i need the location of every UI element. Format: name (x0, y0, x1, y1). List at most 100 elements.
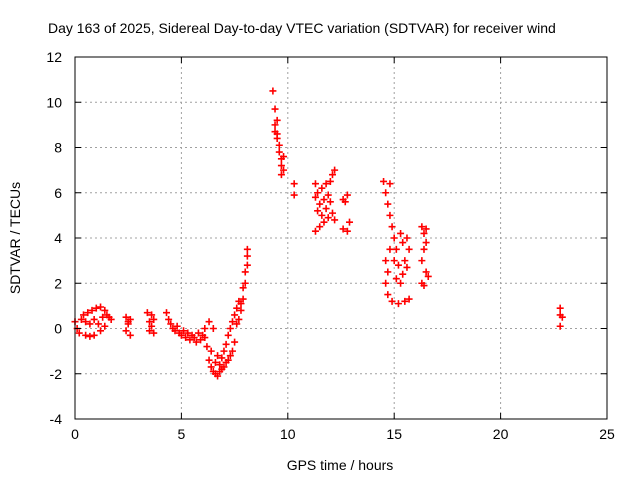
data-point (382, 189, 390, 197)
data-point (194, 329, 202, 337)
data-point (84, 309, 92, 317)
data-point (420, 245, 428, 253)
data-point (331, 216, 339, 224)
data-point (237, 300, 245, 308)
data-point (405, 295, 413, 303)
data-point (92, 304, 100, 312)
data-point (422, 239, 430, 247)
data-point (239, 295, 247, 303)
data-point (316, 200, 324, 208)
data-point (397, 229, 405, 237)
y-tick-label: 6 (54, 185, 62, 201)
data-point (403, 234, 411, 242)
data-point (207, 347, 215, 355)
data-point (318, 211, 326, 219)
data-point (239, 284, 247, 292)
data-point (346, 218, 354, 226)
data-point (192, 338, 200, 346)
data-point (322, 205, 330, 213)
data-point (228, 347, 236, 355)
data-point (318, 184, 326, 192)
data-point (214, 352, 222, 360)
data-point (324, 214, 332, 222)
data-point (218, 354, 226, 362)
data-point (186, 336, 194, 344)
data-point (237, 306, 245, 314)
data-point (90, 331, 98, 339)
data-point (558, 313, 566, 321)
data-point (422, 268, 430, 276)
data-point (220, 347, 228, 355)
data-point (243, 261, 251, 269)
data-point (222, 340, 230, 348)
data-point (275, 148, 283, 156)
data-point (94, 320, 102, 328)
data-point (399, 270, 407, 278)
data-point (384, 268, 392, 276)
data-point (386, 245, 394, 253)
data-point (209, 325, 217, 332)
data-point (75, 329, 83, 337)
y-tick-label: 4 (54, 230, 62, 246)
data-point (399, 239, 407, 247)
data-point (205, 356, 213, 364)
data-point (233, 304, 241, 312)
chart-title: Day 163 of 2025, Sidereal Day-to-day VTE… (48, 20, 556, 36)
data-point (394, 261, 402, 269)
data-point (316, 223, 324, 231)
data-point (148, 311, 156, 319)
data-point (101, 306, 109, 314)
data-point (418, 257, 426, 265)
data-point (148, 322, 156, 330)
data-point (177, 331, 185, 339)
y-tick-label: 2 (54, 275, 62, 291)
data-point (271, 105, 279, 113)
data-point (556, 304, 564, 312)
data-point (386, 211, 394, 219)
data-point (388, 223, 396, 231)
data-point (122, 313, 130, 321)
data-point (290, 191, 298, 199)
data-points (71, 87, 566, 380)
data-point (331, 166, 339, 174)
data-point (320, 218, 328, 226)
data-point (418, 223, 426, 231)
x-tick-label: 0 (71, 426, 79, 442)
data-point (311, 193, 319, 201)
data-point (182, 334, 190, 342)
data-point (384, 200, 392, 208)
data-point (86, 332, 94, 340)
data-point (390, 257, 398, 265)
data-point (290, 180, 298, 188)
data-point (226, 352, 234, 360)
data-point (207, 363, 215, 371)
data-point (241, 279, 249, 287)
y-tick-label: 8 (54, 140, 62, 156)
data-point (384, 291, 392, 299)
data-point (382, 279, 390, 287)
data-point (214, 372, 222, 380)
data-point (269, 87, 277, 95)
data-point (216, 361, 224, 369)
x-tick-label: 20 (493, 426, 509, 442)
data-point (171, 327, 179, 335)
data-point (343, 227, 351, 235)
data-point (211, 358, 219, 366)
data-point (405, 245, 413, 253)
data-point (273, 134, 281, 142)
data-point (322, 180, 330, 188)
x-axis-label: GPS time / hours (287, 457, 394, 473)
data-point (314, 189, 322, 197)
data-point (143, 309, 151, 317)
data-point (150, 315, 158, 323)
data-point (231, 338, 239, 346)
data-point (190, 334, 198, 342)
data-point (150, 329, 158, 337)
data-point (233, 320, 241, 328)
data-point (401, 297, 409, 305)
data-point (86, 320, 94, 328)
data-point (394, 300, 402, 308)
data-point (326, 198, 334, 206)
data-point (126, 331, 134, 339)
